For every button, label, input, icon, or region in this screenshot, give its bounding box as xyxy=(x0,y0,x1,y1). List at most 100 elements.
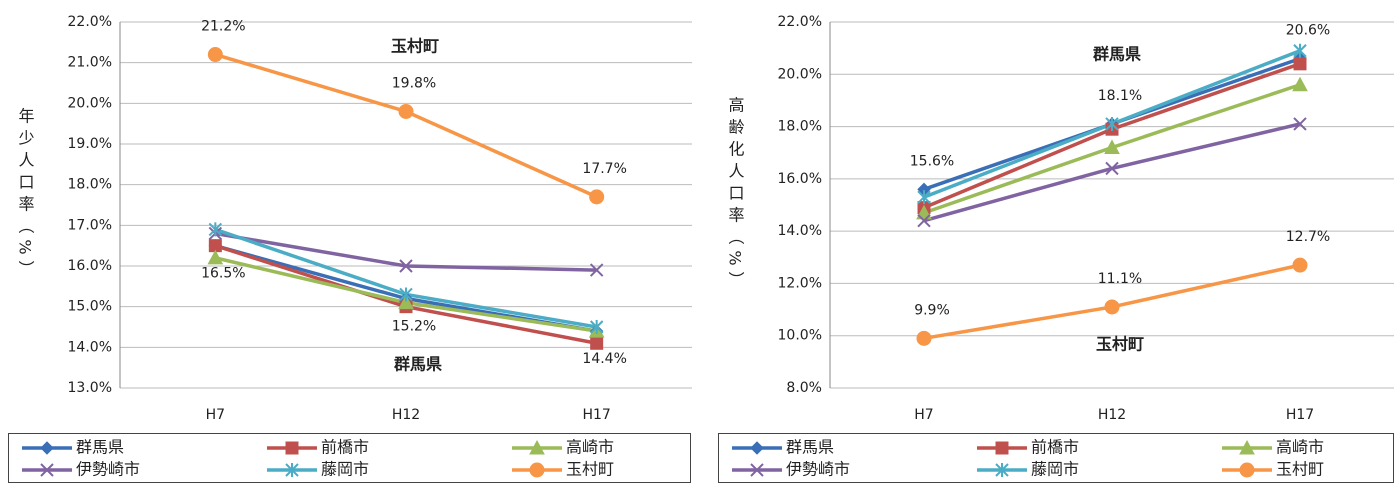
legend-label: 群馬県 xyxy=(786,438,834,457)
marker xyxy=(207,249,224,265)
marker xyxy=(1104,299,1120,315)
legend-label: 伊勢崎市 xyxy=(76,460,140,479)
y-tick-label: 17.0% xyxy=(68,217,112,233)
marker xyxy=(285,463,299,477)
marker xyxy=(589,189,605,205)
legend-item: 藤岡市 xyxy=(267,460,369,479)
marker xyxy=(995,441,1009,455)
chart: 8.0% 10.0% 12.0% 14.0% 16.0% 18.0% 20.0% 22.0% 高… xyxy=(718,14,1394,483)
legend-item: 群馬県 xyxy=(732,438,834,457)
y-tick-label: 12.0% xyxy=(778,275,822,291)
legend-item: 高崎市 xyxy=(1222,438,1324,457)
legend-item: 群馬県 xyxy=(22,438,124,457)
marker xyxy=(917,213,931,228)
marker xyxy=(399,287,413,302)
legend-label: 前橋市 xyxy=(321,438,369,457)
y-tick-label: 16.0% xyxy=(68,258,112,274)
legend-item: 伊勢崎市 xyxy=(22,460,140,479)
x-tick-label: H12 xyxy=(1098,407,1126,423)
legend-item: 高崎市 xyxy=(512,438,614,457)
marker xyxy=(529,462,545,478)
marker xyxy=(399,259,413,273)
y-tick-label: 19.0% xyxy=(68,136,112,152)
marker xyxy=(398,103,414,119)
marker xyxy=(1293,57,1307,71)
data-label: 21.2% xyxy=(201,19,245,35)
legend-label: 玉村町 xyxy=(1276,460,1324,479)
legend-item: 玉村町 xyxy=(512,460,614,479)
marker xyxy=(40,441,54,455)
marker xyxy=(589,320,604,334)
y-tick-label: 21.0% xyxy=(68,55,112,71)
legend-label: 前橋市 xyxy=(1031,438,1079,457)
data-label: 20.6% xyxy=(1286,23,1330,39)
marker xyxy=(207,47,223,63)
x-tick-label: H7 xyxy=(914,407,933,423)
marker xyxy=(750,441,764,455)
y-tick-label: 20.0% xyxy=(68,95,112,111)
y-tick-label: 18.0% xyxy=(778,119,822,135)
legend-label: 玉村町 xyxy=(566,460,614,479)
y-tick-label: 13.0% xyxy=(68,380,112,396)
legend-item: 伊勢崎市 xyxy=(732,460,850,479)
annotation: 玉村町 xyxy=(391,37,439,56)
legend-item: 前橋市 xyxy=(977,438,1079,457)
y-axis-title: 高齢化人口率（%） xyxy=(726,96,745,293)
legend-item: 前橋市 xyxy=(267,438,369,457)
y-tick-label: 8.0% xyxy=(786,380,822,396)
marker xyxy=(916,330,932,346)
legend-label: 藤岡市 xyxy=(1031,460,1079,479)
legend-item: 玉村町 xyxy=(1222,460,1324,479)
marker xyxy=(589,263,604,277)
x-tick-label: H17 xyxy=(582,407,610,423)
data-label: 15.2% xyxy=(392,319,436,335)
marker xyxy=(1239,439,1255,455)
marker xyxy=(995,463,1009,477)
marker xyxy=(208,222,223,237)
chart: 13.0% 14.0% 15.0% 16.0% 17.0% 18.0% 19.0% 20.0%… xyxy=(8,14,692,483)
marker xyxy=(285,441,299,455)
data-label: 19.8% xyxy=(392,75,436,91)
series-line xyxy=(923,122,1301,223)
x-tick-label: H17 xyxy=(1286,407,1314,423)
y-tick-label: 10.0% xyxy=(778,328,822,344)
legend-label: 群馬県 xyxy=(76,438,124,457)
marker xyxy=(1105,161,1119,176)
x-tick-label: H7 xyxy=(206,407,225,423)
marker xyxy=(1239,462,1255,478)
y-tick-label: 14.0% xyxy=(68,339,112,355)
marker xyxy=(917,190,931,205)
annotation: 群馬県 xyxy=(394,355,442,374)
legend-label: 高崎市 xyxy=(1276,438,1324,457)
marker xyxy=(1292,76,1308,92)
marker xyxy=(1293,43,1307,58)
marker xyxy=(1105,116,1119,131)
y-tick-label: 14.0% xyxy=(778,223,822,239)
y-tick-label: 15.0% xyxy=(68,299,112,315)
marker xyxy=(916,204,932,220)
legend-label: 伊勢崎市 xyxy=(786,460,850,479)
data-label: 17.7% xyxy=(582,161,626,177)
annotation: 群馬県 xyxy=(1093,45,1141,64)
marker xyxy=(1104,139,1120,154)
x-tick-label: H12 xyxy=(392,407,420,423)
annotation: 玉村町 xyxy=(1096,335,1144,354)
y-axis-title: 年少人口率（%） xyxy=(16,107,35,282)
data-label: 9.9% xyxy=(914,302,950,318)
marker xyxy=(750,463,764,477)
data-label: 11.1% xyxy=(1098,271,1142,287)
legend-item: 藤岡市 xyxy=(977,460,1079,479)
y-tick-label: 18.0% xyxy=(68,177,112,193)
y-tick-label: 16.0% xyxy=(778,171,822,187)
legend-label: 高崎市 xyxy=(566,438,614,457)
y-tick-label: 22.0% xyxy=(778,14,822,30)
marker xyxy=(1292,257,1308,273)
marker xyxy=(40,463,54,477)
data-label: 16.5% xyxy=(201,266,245,282)
marker xyxy=(398,294,414,310)
data-label: 18.1% xyxy=(1098,88,1142,104)
data-label: 12.7% xyxy=(1286,229,1330,245)
data-label: 15.6% xyxy=(910,153,954,169)
marker xyxy=(590,336,604,350)
